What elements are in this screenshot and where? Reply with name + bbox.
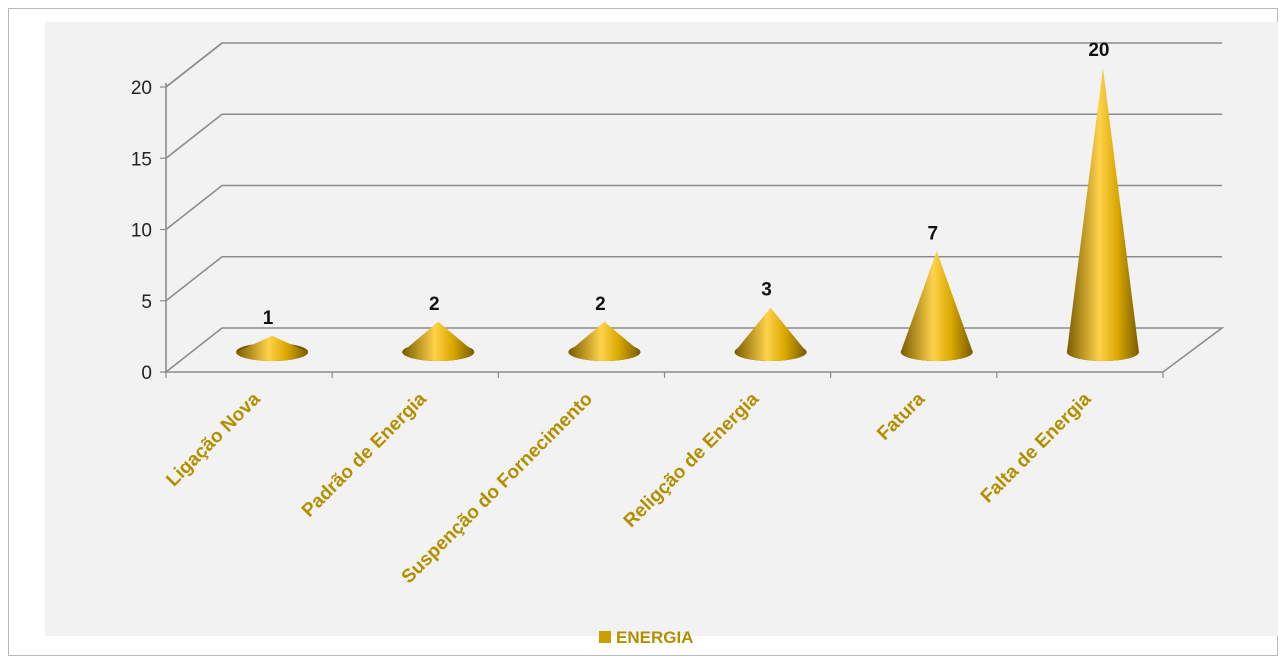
cone-body [734, 307, 807, 361]
gridlines [165, 42, 1222, 302]
data-label: 2 [429, 294, 440, 315]
y-axis-top-edge [165, 42, 223, 88]
gridline [165, 255, 1222, 302]
data-label: 2 [595, 294, 606, 315]
data-label: 7 [927, 223, 938, 244]
category-label: Suspenção do Fornecimento [398, 389, 597, 588]
legend: ENERGIA [599, 628, 693, 647]
cone-body [402, 321, 475, 361]
y-tick-label: 10 [131, 221, 152, 242]
data-labels: 1 2 2 3 7 20 [263, 40, 1110, 329]
y-tick-label: 5 [141, 292, 152, 313]
category-label: Fatura [873, 388, 929, 444]
category-label: Religção de Energia [620, 388, 764, 532]
legend-label: ENERGIA [616, 628, 693, 647]
data-label: 1 [263, 308, 274, 329]
cones [236, 68, 1139, 361]
cone-5 [900, 251, 973, 361]
cone-4 [734, 307, 807, 361]
cone-2 [402, 321, 475, 361]
cone-3 [568, 321, 641, 361]
cone-body [236, 335, 309, 361]
legend-swatch [599, 631, 611, 643]
gridline [165, 184, 1222, 231]
category-label: Padrão de Energia [298, 388, 431, 521]
axes [160, 42, 1225, 378]
cone-6 [1066, 68, 1139, 361]
y-tick-label: 0 [141, 363, 152, 384]
data-label: 3 [761, 280, 772, 301]
y-tick-label: 20 [131, 78, 152, 99]
category-label: Falta de Energia [977, 388, 1096, 507]
data-label: 20 [1088, 40, 1109, 61]
cone-1 [236, 335, 309, 361]
floor [163, 327, 1225, 373]
gridline [165, 42, 1222, 88]
cone-body [900, 251, 973, 361]
gridline [165, 113, 1222, 159]
y-tick-label: 15 [131, 149, 152, 170]
y-tick-labels: 0 5 10 15 20 [131, 78, 152, 384]
cone-body [1066, 68, 1139, 361]
cone-body [568, 321, 641, 361]
category-label: Ligação Nova [162, 388, 265, 491]
